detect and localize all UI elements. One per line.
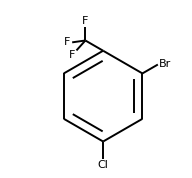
Text: F: F	[64, 37, 71, 47]
Text: F: F	[82, 16, 89, 26]
Text: F: F	[69, 50, 76, 60]
Text: Cl: Cl	[98, 160, 108, 170]
Text: Br: Br	[159, 59, 171, 69]
